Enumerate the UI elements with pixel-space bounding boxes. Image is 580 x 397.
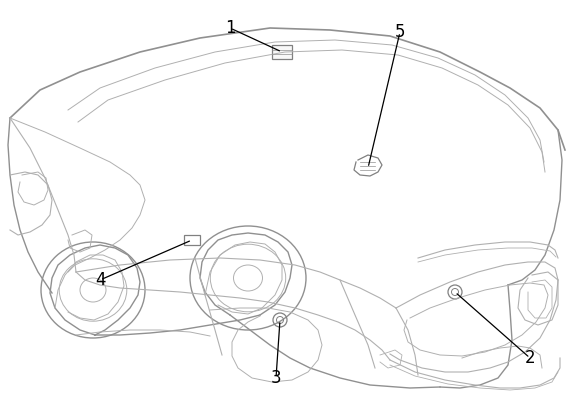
Text: 4: 4 [95, 271, 105, 289]
Ellipse shape [59, 259, 127, 321]
Ellipse shape [234, 265, 263, 291]
Ellipse shape [190, 226, 306, 330]
Text: 3: 3 [271, 369, 281, 387]
Text: 1: 1 [224, 19, 235, 37]
FancyBboxPatch shape [272, 45, 292, 59]
Ellipse shape [80, 278, 106, 302]
Text: 5: 5 [395, 23, 405, 41]
Ellipse shape [41, 242, 145, 338]
Text: 2: 2 [525, 349, 535, 367]
Ellipse shape [211, 244, 286, 312]
